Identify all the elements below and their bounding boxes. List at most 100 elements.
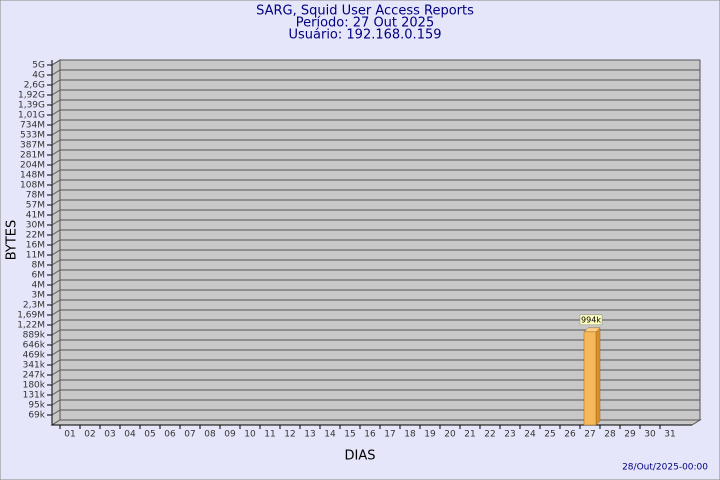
value-label: 994k xyxy=(581,315,601,324)
y-axis-label: BYTES xyxy=(5,220,20,261)
x-tick-label: 23 xyxy=(504,430,515,440)
x-tick-label: 13 xyxy=(304,430,315,440)
grid-line xyxy=(51,189,61,196)
grid-line xyxy=(51,319,61,326)
grid-line xyxy=(51,149,61,156)
y-tick-label: 4M xyxy=(32,281,46,291)
x-tick-label: 18 xyxy=(404,430,416,440)
y-tick-label: 281M xyxy=(20,151,45,161)
chart-title: SARG, Squid User Access Reports xyxy=(256,4,474,19)
y-tick-label: 69k xyxy=(28,411,45,421)
x-tick-label: 21 xyxy=(464,430,475,440)
grid-line xyxy=(51,279,61,286)
grid-line xyxy=(51,179,61,186)
y-tick-label: 11M xyxy=(26,251,45,261)
x-tick-label: 31 xyxy=(664,430,675,440)
grid-line xyxy=(51,139,61,146)
grid-line xyxy=(51,219,61,226)
grid-line xyxy=(51,339,61,346)
x-tick-label: 25 xyxy=(544,430,555,440)
y-tick-label: 131k xyxy=(23,391,46,401)
y-tick-label: 8M xyxy=(32,261,46,271)
subtitle: Usuário: 192.168.0.159 xyxy=(288,28,441,43)
x-tick-label: 22 xyxy=(484,430,495,440)
grid-line xyxy=(51,409,61,416)
value-label-box xyxy=(579,314,603,326)
subtitle: Período: 27 Out 2025 xyxy=(296,16,434,31)
grid-line xyxy=(51,229,61,236)
x-tick-label: 28 xyxy=(604,430,616,440)
bar xyxy=(583,331,597,426)
grid-line xyxy=(51,259,61,266)
grid-line xyxy=(51,119,61,126)
y-tick-label: 1,69M xyxy=(17,311,45,321)
x-tick-label: 12 xyxy=(284,430,295,440)
y-tick-label: 734M xyxy=(20,121,45,131)
y-tick-label: 1,01G xyxy=(18,111,45,121)
grid-line xyxy=(51,109,61,116)
grid-line xyxy=(51,369,61,376)
grid-line xyxy=(51,349,61,356)
x-tick-label: 09 xyxy=(224,430,236,440)
y-tick-label: 2,3M xyxy=(23,301,45,311)
x-tick-label: 11 xyxy=(264,430,275,440)
x-tick-label: 16 xyxy=(364,430,376,440)
x-tick-label: 15 xyxy=(344,430,355,440)
x-tick-label: 29 xyxy=(624,430,636,440)
grid-line xyxy=(51,389,61,396)
x-tick-label: 20 xyxy=(444,430,456,440)
x-tick-label: 05 xyxy=(144,430,155,440)
grid-line xyxy=(51,129,61,136)
grid-line xyxy=(51,59,61,66)
grid-line xyxy=(51,329,61,336)
grid-line xyxy=(51,359,61,366)
y-tick-label: 646k xyxy=(23,341,46,351)
floor xyxy=(50,419,702,426)
grid-line xyxy=(51,399,61,406)
y-tick-label: 108M xyxy=(20,181,45,191)
x-tick-label: 02 xyxy=(84,430,95,440)
y-tick-label: 57M xyxy=(26,201,45,211)
grid-line xyxy=(51,89,61,96)
y-tick-label: 1,39G xyxy=(18,101,45,111)
x-tick-label: 14 xyxy=(324,430,336,440)
y-tick-label: 1,22M xyxy=(17,321,45,331)
grid-line xyxy=(51,209,61,216)
y-tick-label: 247k xyxy=(23,371,46,381)
grid-line xyxy=(51,289,61,296)
y-tick-label: 4G xyxy=(32,71,45,81)
y-tick-label: 3M xyxy=(32,291,46,301)
grid-line xyxy=(51,269,61,276)
x-tick-label: 17 xyxy=(384,430,395,440)
y-tick-label: 204M xyxy=(20,161,45,171)
x-tick-label: 24 xyxy=(524,430,536,440)
y-tick-label: 5G xyxy=(32,61,45,71)
y-tick-label: 1,92G xyxy=(18,91,45,101)
x-tick-label: 10 xyxy=(244,430,256,440)
grid-line xyxy=(51,299,61,306)
y-tick-label: 469k xyxy=(23,351,46,361)
grid-line xyxy=(51,379,61,386)
y-tick-label: 41M xyxy=(26,211,45,221)
grid-line xyxy=(51,99,61,106)
grid-line xyxy=(51,159,61,166)
y-tick-label: 2,6G xyxy=(24,81,45,91)
x-tick-label: 19 xyxy=(424,430,436,440)
grid-line xyxy=(51,239,61,246)
x-axis-label: DIAS xyxy=(345,449,376,464)
x-tick-label: 08 xyxy=(204,430,216,440)
timestamp: 28/Out/2025-00:00 xyxy=(622,463,708,473)
y-tick-label: 16M xyxy=(26,241,45,251)
y-tick-label: 889k xyxy=(23,331,46,341)
bar-side xyxy=(595,327,601,426)
x-tick-label: 06 xyxy=(164,430,176,440)
x-tick-label: 04 xyxy=(124,430,136,440)
y-tick-label: 341k xyxy=(23,361,46,371)
x-tick-label: 27 xyxy=(584,430,595,440)
x-tick-label: 26 xyxy=(564,430,576,440)
x-tick-label: 30 xyxy=(644,430,656,440)
y-tick-label: 148M xyxy=(20,171,45,181)
grid-line xyxy=(51,309,61,316)
grid-line xyxy=(51,79,61,86)
